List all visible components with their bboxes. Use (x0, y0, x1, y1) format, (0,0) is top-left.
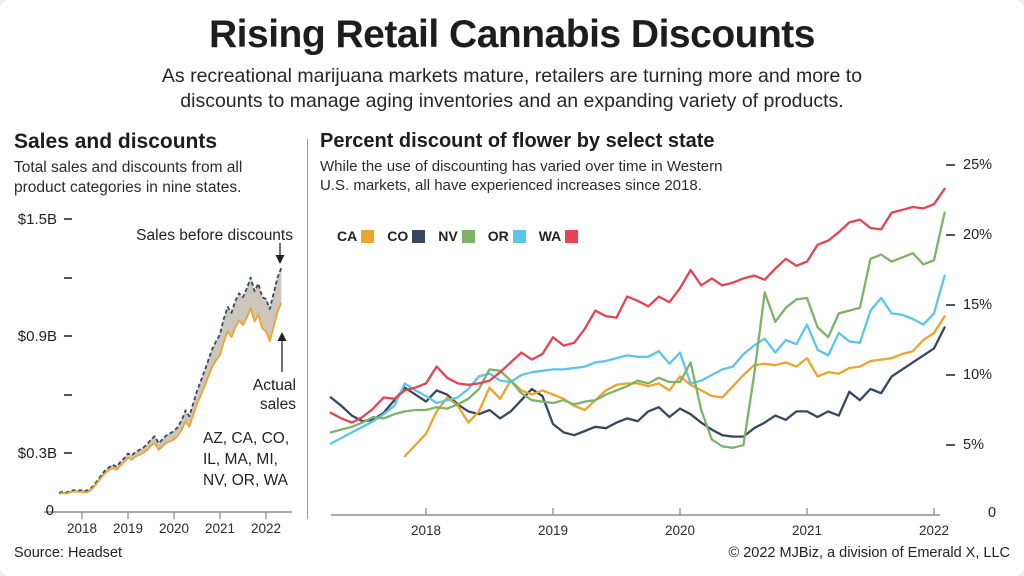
legend-label: WA (538, 228, 562, 244)
left-y-tick-label: $1.5B (17, 210, 57, 228)
right-y-tick: 10% (946, 366, 992, 384)
legend-swatch (412, 229, 426, 243)
legend-swatch (512, 229, 526, 243)
year-tick-label: 2022 (250, 521, 282, 536)
legend-item-NV: NV (438, 228, 475, 244)
tick-dash (64, 393, 72, 396)
right-chart-subtitle-line: While the use of discounting has varied … (320, 158, 723, 175)
right-y-tick: 20% (946, 226, 992, 244)
tick-dash (64, 276, 72, 279)
legend-item-WA: WA (539, 228, 579, 244)
right-y-tick-label: 10% (963, 367, 993, 383)
legend-label: CO (387, 228, 409, 244)
right-chart-subtitle: While the use of discounting has varied … (320, 157, 722, 195)
left-chart-subtitle-line: Total sales and discounts from all (14, 159, 243, 176)
tick-dash (946, 374, 955, 376)
actual-sales-line (58, 302, 283, 495)
legend-item-CO: CO (387, 228, 426, 244)
states-note-line: NV, OR, WA (203, 472, 288, 489)
left-chart-subtitle: Total sales and discounts from all produ… (14, 158, 242, 198)
year-tick-label: 2018 (66, 521, 98, 536)
discount-gap-area (59, 267, 282, 494)
year-tick-label: 2022 (918, 523, 950, 538)
legend-item-CA: CA (337, 228, 375, 244)
discount-line-NV (329, 211, 946, 449)
right-y-tick-label: 5% (963, 437, 984, 453)
discount-line-WA (329, 187, 946, 424)
discount-line-OR (329, 274, 946, 445)
left-y-tick: $1.5B (0, 210, 72, 228)
states-note-line: AZ, CA, CO, (203, 430, 290, 447)
year-tick-label: 2019 (537, 523, 569, 538)
tick-dash (64, 335, 72, 338)
left-y-tick-label: $0.9B (17, 327, 57, 345)
left-y-tick (0, 269, 72, 287)
page-subtitle-line: discounts to manage aging inventories an… (180, 90, 844, 112)
state-legend: CA CO NV OR WA (337, 228, 591, 244)
page-subtitle-line: As recreational marijuana markets mature… (161, 65, 863, 87)
right-y-tick-label: 20% (963, 227, 993, 243)
page-subtitle: As recreational marijuana markets mature… (0, 64, 1024, 114)
legend-label: NV (438, 228, 458, 244)
legend-swatch (361, 229, 375, 243)
legend-label: CA (337, 228, 358, 244)
right-y-tick: 25% (946, 156, 992, 174)
discount-line-CO (329, 326, 946, 438)
left-chart-subtitle-line: product categories in nine states. (14, 179, 242, 196)
tick-dash (946, 304, 955, 306)
year-tick-label: 2018 (410, 523, 442, 538)
left-y-tick: $0.3B (0, 444, 72, 462)
right-y-tick: 15% (946, 296, 992, 314)
right-y-tick: 5% (946, 436, 984, 454)
left-y-tick: $0.9B (0, 327, 72, 345)
year-tick-label: 2021 (204, 521, 236, 536)
sales-before-discounts-line (58, 267, 283, 494)
left-y-tick-label: $0.3B (17, 444, 57, 462)
states-note-line: IL, MA, MI, (203, 451, 278, 468)
panel-divider (307, 139, 309, 519)
source-credit: Source: Headset (14, 545, 123, 561)
tick-dash (946, 164, 955, 166)
year-tick-label: 2020 (664, 523, 696, 538)
annotation-sales-before-discounts: Sales before discounts (136, 227, 293, 244)
year-tick-label: 2021 (791, 523, 823, 538)
right-chart-zero-label: 0 (988, 505, 997, 521)
right-y-tick-label: 25% (963, 157, 993, 173)
copyright-notice: © 2022 MJBiz, a division of Emerald X, L… (728, 545, 1010, 561)
year-tick-label: 2020 (158, 521, 190, 536)
year-tick-label: 2019 (112, 521, 144, 536)
legend-label: OR (487, 228, 509, 244)
legend-swatch (461, 229, 475, 243)
right-chart-title: Percent discount of flower by select sta… (320, 130, 715, 152)
tick-dash (946, 234, 955, 236)
tick-dash (64, 218, 72, 221)
legend-item-OR: OR (488, 228, 526, 244)
tick-dash (946, 444, 955, 446)
right-y-tick-label: 15% (963, 297, 993, 313)
left-chart-title: Sales and discounts (14, 130, 218, 153)
legend-swatch (565, 229, 579, 243)
right-chart-subtitle-line: U.S. markets, all have experienced incre… (320, 177, 702, 194)
discount-line-CA (403, 315, 946, 458)
left-chart-zero-label: 0 (45, 502, 54, 519)
annotation-actual-sales: Actual sales (252, 377, 296, 413)
left-y-tick (0, 386, 72, 404)
states-note: AZ, CA, CO, IL, MA, MI, NV, OR, WA (203, 428, 289, 491)
page-title: Rising Retail Cannabis Discounts (209, 13, 815, 56)
tick-dash (64, 452, 72, 455)
